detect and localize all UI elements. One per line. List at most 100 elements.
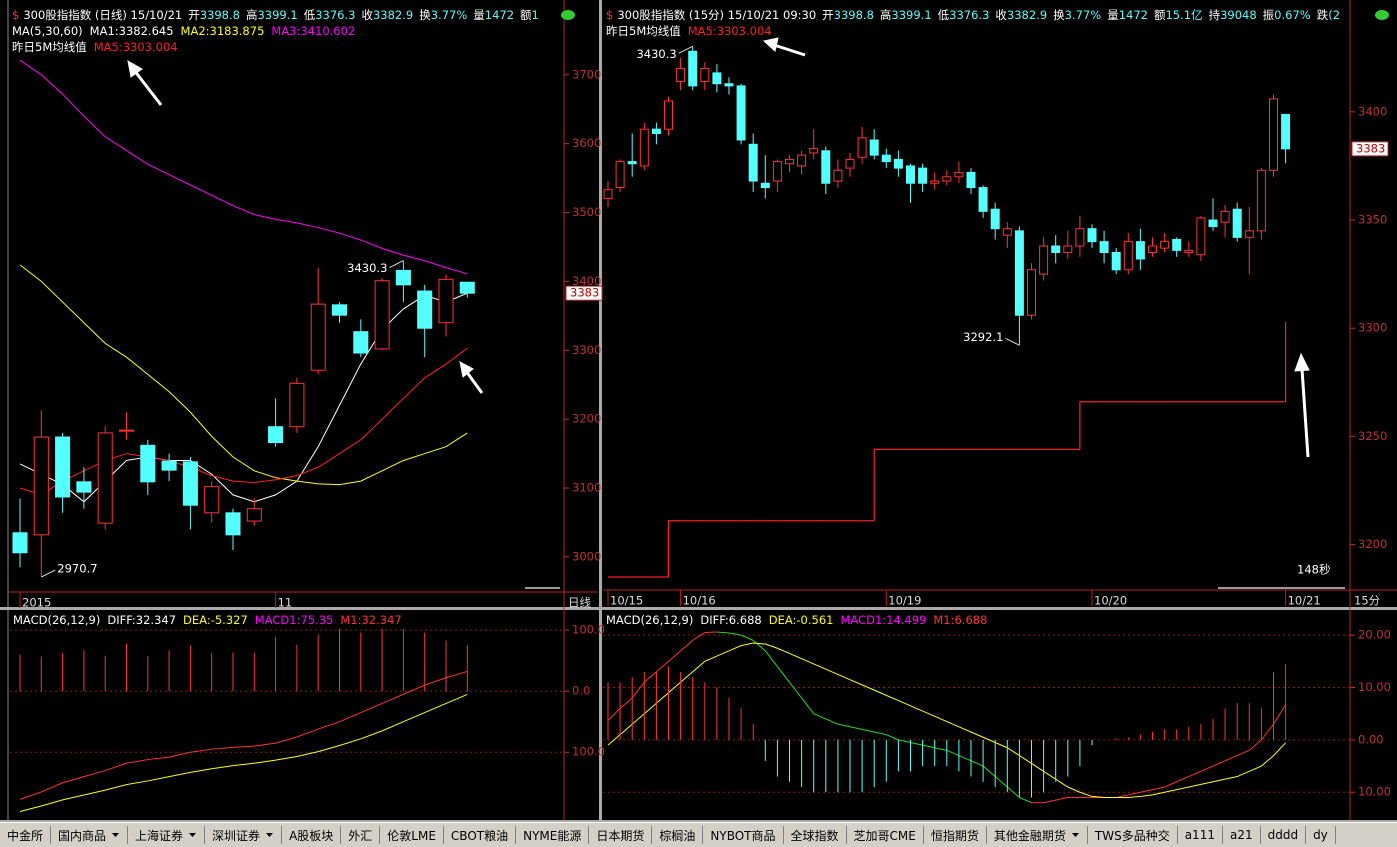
tab[interactable]: 上海证券 [128, 826, 206, 844]
y-tick-label: 3700 [572, 67, 601, 81]
tab[interactable]: 日本期货 [589, 826, 653, 844]
quote-value: 3399.1 [257, 8, 297, 22]
tab[interactable]: 恒指期货 [924, 826, 987, 844]
candle-body [664, 100, 673, 130]
candle-body [161, 460, 177, 471]
quote-value: 3399.1 [891, 8, 931, 22]
tab[interactable]: dy [1306, 826, 1336, 844]
candle-body [809, 148, 819, 154]
diff-segment [1237, 749, 1250, 757]
quote-label: 额 [1154, 8, 1166, 22]
candle-body [1208, 219, 1218, 228]
tab-label: 伦敦LME [387, 828, 436, 843]
diff-segment [1019, 797, 1032, 804]
diff-segment [1043, 799, 1056, 804]
legend-entry: DIFF:6.688 [700, 613, 761, 627]
quote-label: 换 [419, 8, 431, 22]
diff-segment [1176, 776, 1189, 783]
candle-body [627, 161, 637, 165]
diff-segment [946, 749, 960, 757]
header: $300股指指数 (日线) 15/10/21 开3398.8 高3399.1 低337… [12, 8, 539, 22]
candle-body [1123, 241, 1133, 271]
diff-segment [994, 776, 1008, 788]
legend-entry: 昨日5M均线值 [12, 40, 87, 54]
max-label: 3430.3 [347, 261, 387, 275]
candle-body [639, 128, 649, 167]
x-tick-label: 2015 [22, 596, 51, 610]
candle-body [833, 169, 843, 182]
legend-entry: MA1:3382.645 [90, 24, 174, 38]
x-tick-label: 10/20 [1094, 594, 1127, 608]
dropdown-arrow [266, 833, 274, 837]
tab[interactable]: 其他金融期货 [987, 826, 1088, 844]
leader [389, 260, 404, 268]
candle-body [857, 137, 867, 158]
y-tick-label: 3400 [1358, 104, 1387, 118]
quote-value: 15.1亿 [1165, 8, 1202, 22]
candle-body [353, 331, 369, 354]
ma-line [19, 59, 468, 275]
candle-body [990, 208, 1000, 230]
quote-label: 持 [1209, 8, 1221, 22]
candle-body [438, 278, 454, 324]
candle-body [1014, 230, 1024, 316]
diff-segment [1164, 781, 1177, 788]
quote-value: 1472 [1119, 8, 1148, 22]
x-tick-label: 10/15 [610, 594, 643, 608]
tab[interactable]: 国内商品 [51, 826, 129, 844]
diff-segment [982, 765, 996, 777]
candle-body [310, 303, 326, 371]
tab[interactable]: 中金所 [0, 826, 52, 844]
tab[interactable]: 深圳证券 [205, 826, 283, 844]
tab[interactable]: a111 [1178, 826, 1223, 844]
tab[interactable]: 外汇 [341, 826, 381, 844]
tab[interactable]: NYME能源 [516, 826, 590, 844]
tab[interactable]: A股板块 [282, 826, 342, 844]
diff-segment [910, 742, 923, 746]
candle-body [1269, 98, 1278, 171]
quote-value: 0.67% [1274, 8, 1311, 22]
tab[interactable]: NYBOT商品 [703, 826, 784, 844]
diff-segment [619, 697, 633, 709]
candle-body [268, 426, 284, 444]
tab[interactable]: a21 [1223, 826, 1261, 844]
candle-body [821, 150, 831, 184]
y-tick-label: 3400 [572, 274, 601, 288]
diff-segment [704, 631, 717, 634]
tab[interactable]: 伦敦LME [380, 826, 444, 844]
tab-label: CBOT粮油 [450, 828, 509, 843]
tab-label: NYBOT商品 [710, 828, 776, 843]
quote-value: (2 [1328, 8, 1340, 22]
tab[interactable]: dddd [1261, 826, 1307, 844]
quote-label: 低 [304, 8, 316, 22]
tab[interactable]: 棕榈油 [652, 826, 704, 844]
quote-label: 额 [520, 8, 532, 22]
candle-body [1281, 113, 1291, 150]
tab[interactable]: 芝加哥CME [847, 826, 924, 844]
diff-segment [1224, 755, 1238, 762]
tab-label: 中金所 [7, 828, 44, 843]
min-label: 2970.7 [57, 562, 97, 576]
candle-body [966, 171, 976, 189]
diff-segment [1055, 796, 1068, 801]
tab-label: 上海证券 [135, 828, 184, 843]
diff-segment [801, 697, 815, 714]
diff-segment [861, 728, 875, 733]
y-tick-label: 3600 [572, 136, 601, 150]
tab[interactable]: 全球指数 [784, 826, 847, 844]
tab[interactable]: CBOT粮油 [444, 826, 517, 844]
legend-entry: MACD1:14.499 [840, 613, 926, 627]
y-tick-label: 3100 [572, 481, 601, 495]
y-tick-label: 3350 [1358, 213, 1387, 227]
y-tick-label: 100.0 [572, 623, 605, 637]
status-icon [561, 10, 575, 20]
tab[interactable]: TWS多品种交 [1088, 826, 1178, 844]
workspace: 148秒 $300股指指数 (日线) 15/10/21 开3398.8 高3399.… [0, 0, 1397, 822]
candle-body [1051, 245, 1061, 253]
x-tick-label: 10/16 [683, 594, 716, 608]
diff-segment [837, 723, 851, 728]
candle-body [688, 50, 698, 87]
ma-line [19, 264, 468, 486]
arrow-head [127, 60, 143, 78]
candle-body [12, 532, 28, 554]
